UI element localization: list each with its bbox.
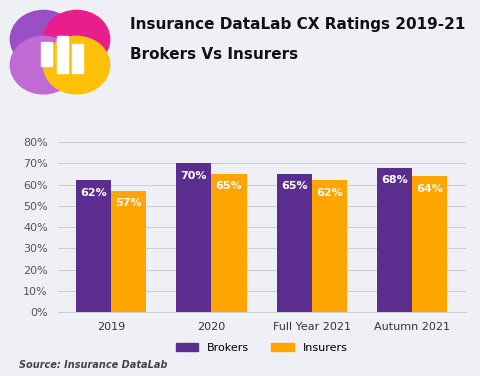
Bar xyxy=(76,180,111,312)
Text: 68%: 68% xyxy=(381,175,408,185)
Text: Source: Insurance DataLab: Source: Insurance DataLab xyxy=(19,360,168,370)
Bar xyxy=(276,174,312,312)
Bar xyxy=(176,164,212,312)
Text: Insurance DataLab CX Ratings 2019-21: Insurance DataLab CX Ratings 2019-21 xyxy=(130,17,465,32)
Text: 62%: 62% xyxy=(80,188,107,198)
Bar xyxy=(111,191,146,312)
Text: 64%: 64% xyxy=(416,183,443,194)
Bar xyxy=(312,180,347,312)
Text: 65%: 65% xyxy=(281,182,308,191)
Circle shape xyxy=(11,11,77,68)
Text: 62%: 62% xyxy=(316,188,343,198)
Bar xyxy=(41,42,52,66)
Bar xyxy=(72,44,83,73)
Text: 57%: 57% xyxy=(116,199,142,208)
Bar xyxy=(57,36,68,73)
Bar xyxy=(377,168,412,312)
Text: 65%: 65% xyxy=(216,182,242,191)
Circle shape xyxy=(44,11,109,68)
Bar xyxy=(212,174,247,312)
Legend: Brokers, Insurers: Brokers, Insurers xyxy=(171,338,352,357)
Text: 70%: 70% xyxy=(180,171,207,181)
Text: Brokers Vs Insurers: Brokers Vs Insurers xyxy=(130,47,298,62)
Circle shape xyxy=(11,36,77,94)
Bar xyxy=(412,176,447,312)
Circle shape xyxy=(44,36,109,94)
